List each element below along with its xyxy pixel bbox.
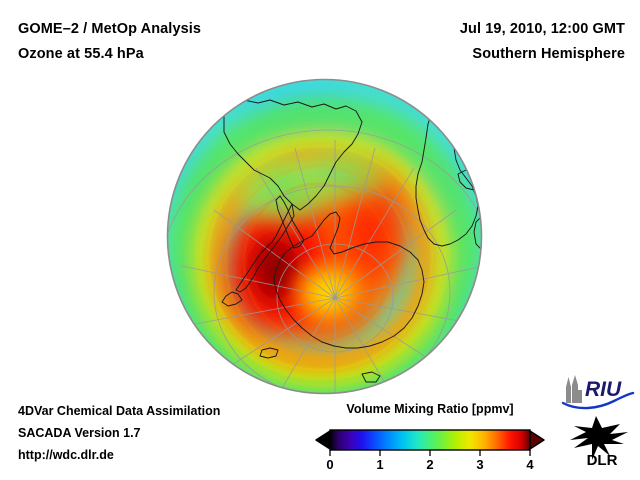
coastlines xyxy=(221,99,482,383)
colorbar-tick-1: 1 xyxy=(376,457,383,471)
riu-logo: RIU xyxy=(561,375,635,410)
colorbar-svg: 0 1 2 3 4 xyxy=(315,429,545,471)
colorbar-title: Volume Mixing Ratio [ppmv] xyxy=(346,402,514,416)
colorbar-tick-labels: 0 1 2 3 4 xyxy=(326,457,534,471)
colorbar-tick-0: 0 xyxy=(326,457,333,471)
coastline-antarctic-peninsula xyxy=(275,195,305,249)
coastline-patagonia xyxy=(235,203,295,293)
globe-svg xyxy=(166,78,483,395)
colorbar-ticks xyxy=(329,450,531,456)
coastline-africa xyxy=(415,105,479,247)
riu-wordmark: RIU xyxy=(585,378,622,401)
instrument-title: GOME–2 / MetOp Analysis xyxy=(18,21,202,37)
dlr-logo: DLR xyxy=(570,416,628,468)
coastline-antarctica xyxy=(273,211,425,349)
dlr-mark-icon xyxy=(570,416,628,460)
dlr-wordmark: DLR xyxy=(587,452,618,468)
riu-wave-icon xyxy=(561,391,635,410)
footer-block: 4DVar Chemical Data Assimilation SACADA … xyxy=(18,400,220,466)
coastline-madagascar xyxy=(473,217,482,251)
product-subtitle: Ozone at 55.4 hPa xyxy=(18,46,144,62)
timestamp-label: Jul 19, 2010, 12:00 GMT xyxy=(459,21,625,37)
coastline-island-1 xyxy=(259,347,279,359)
url-label[interactable]: http://wdc.dlr.de xyxy=(18,448,114,462)
south-pole-marker xyxy=(333,296,337,300)
parallels xyxy=(167,129,482,394)
cathedral-spires-icon xyxy=(566,375,582,403)
colorbar-gradient xyxy=(329,429,531,451)
colorbar-tick-4: 4 xyxy=(526,457,534,471)
globe-limb xyxy=(166,78,483,395)
colorbar-extend-high xyxy=(529,430,545,450)
colorbar-tick-3: 3 xyxy=(476,457,483,471)
colorbar-extend-low xyxy=(315,430,331,450)
method-label: 4DVar Chemical Data Assimilation xyxy=(18,404,221,418)
coastline-island-2 xyxy=(361,371,381,383)
header-right-block: Jul 19, 2010, 12:00 GMT Southern Hemisph… xyxy=(460,17,625,67)
globe-map xyxy=(166,78,483,395)
header-left-block: GOME–2 / MetOp Analysis Ozone at 55.4 hP… xyxy=(18,17,201,67)
coastline-tierra-del-fuego xyxy=(221,291,243,307)
colorbar: Volume Mixing Ratio [ppmv] 0 1 2 3 4 xyxy=(310,402,550,471)
field-banding xyxy=(190,124,454,384)
coastline-south-america xyxy=(223,99,363,211)
hemisphere-label: Southern Hemisphere xyxy=(472,46,625,62)
colorbar-tick-2: 2 xyxy=(426,457,433,471)
version-label: SACADA Version 1.7 xyxy=(18,426,141,440)
